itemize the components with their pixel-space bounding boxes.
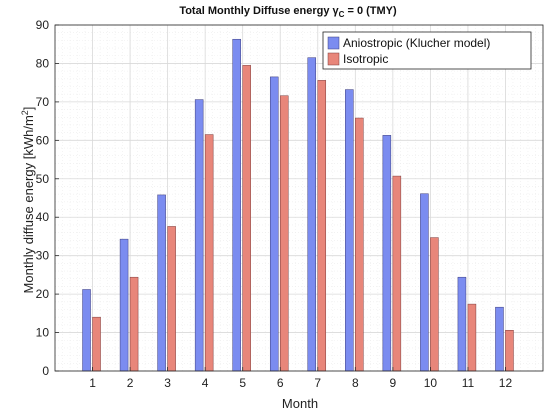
- bar-anisotropic-month-6: [269, 76, 279, 372]
- chart-title: Total Monthly Diffuse energy γC = 0 (TMY…: [179, 5, 397, 19]
- x-tick-label: 2: [127, 376, 134, 390]
- chart-title-tail: = 0 (TMY): [344, 5, 397, 17]
- y-tick-label: 70: [36, 95, 50, 109]
- bar-isotropic-month-11: [467, 303, 477, 372]
- bar-isotropic-month-6: [279, 95, 289, 372]
- y-tick-label: 10: [36, 326, 50, 340]
- y-axis-label-tail: ]: [21, 107, 36, 111]
- bar-isotropic-month-7: [317, 80, 327, 372]
- chart-title-main: Total Monthly Diffuse energy γ: [179, 5, 339, 17]
- bar-anisotropic-month-2: [119, 238, 129, 372]
- plot-frame: [54, 24, 544, 372]
- x-tick-label: 3: [164, 376, 171, 390]
- x-tick-label: 6: [277, 376, 284, 390]
- chart-title-subscript: C: [339, 10, 345, 19]
- bar-anisotropic-month-9: [382, 135, 392, 372]
- y-tick-label: 20: [36, 287, 50, 301]
- bar-anisotropic-month-8: [345, 89, 354, 372]
- x-tick-label: 12: [499, 376, 513, 390]
- bar-isotropic-month-3: [167, 226, 176, 372]
- y-tick-label: 30: [36, 249, 50, 263]
- y-tick-label: 90: [36, 18, 50, 32]
- x-axis-label: Month: [282, 396, 318, 411]
- legend-label-isotropic: Isotropic: [343, 52, 388, 66]
- bar-isotropic-month-5: [242, 65, 251, 372]
- x-axis-ticks: 1 2 3 4 5 6 7 8 9 10 11 12: [89, 367, 512, 390]
- legend: Aniostropic (Klucher model) Isotropic: [322, 31, 532, 70]
- bar-isotropic-month-1: [92, 316, 101, 372]
- x-tick-label: 10: [424, 376, 438, 390]
- bar-anisotropic-month-4: [194, 99, 204, 372]
- bars: [82, 38, 514, 372]
- bar-anisotropic-month-1: [82, 289, 91, 372]
- bar-anisotropic-month-7: [307, 57, 317, 372]
- x-tick-label: 1: [89, 376, 96, 390]
- legend-swatch-isotropic: [327, 52, 340, 66]
- y-tick-label: 40: [36, 210, 50, 224]
- x-tick-label: 11: [462, 376, 475, 390]
- y-axis-label: Monthly diffuse energy [kWh/m2]: [20, 107, 36, 294]
- y-tick-label: 50: [36, 172, 50, 186]
- bar-isotropic-month-12: [505, 329, 514, 372]
- y-axis-label-main: Monthly diffuse energy [kWh/m: [21, 115, 36, 293]
- y-axis-ticks: 0 10 20 30 40 50 60 70 80 90: [36, 18, 59, 378]
- x-tick-label: 5: [239, 376, 246, 390]
- x-tick-label: 8: [352, 376, 359, 390]
- bar-anisotropic-month-3: [157, 194, 166, 372]
- bar-isotropic-month-4: [204, 134, 214, 372]
- bar-anisotropic-month-11: [457, 276, 467, 372]
- x-tick-label: 4: [202, 376, 209, 390]
- x-tick-label: 7: [314, 376, 321, 390]
- bar-isotropic-month-8: [355, 117, 364, 372]
- y-tick-label: 0: [42, 364, 49, 378]
- y-tick-label: 80: [36, 56, 50, 70]
- bar-isotropic-month-10: [430, 237, 439, 372]
- legend-label-anisotropic: Aniostropic (Klucher model): [343, 36, 490, 50]
- bar-anisotropic-month-5: [232, 38, 241, 372]
- bar-anisotropic-month-12: [495, 306, 504, 372]
- y-axis-label-superscript: 2: [20, 110, 30, 115]
- x-tick-label: 9: [390, 376, 397, 390]
- bar-isotropic-month-2: [129, 276, 139, 372]
- bar-anisotropic-month-10: [420, 193, 429, 372]
- legend-swatch-anisotropic: [327, 36, 340, 50]
- legend-box: [322, 31, 532, 70]
- bar-isotropic-month-9: [392, 175, 402, 372]
- y-tick-label: 60: [36, 133, 50, 147]
